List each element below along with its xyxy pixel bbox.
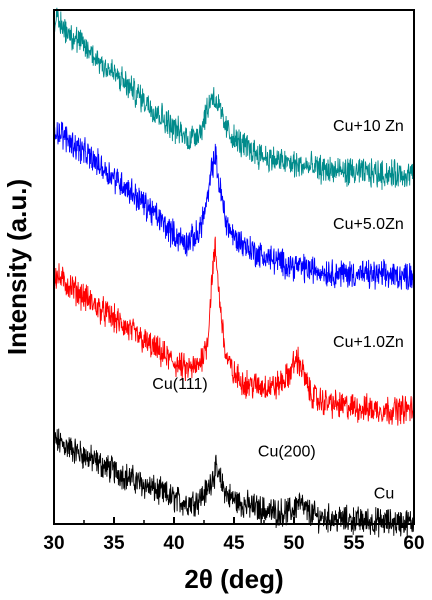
x-tick-label: 30 [43,533,64,554]
series-line-3 [53,7,415,190]
series-line-2 [53,121,415,291]
x-tick-label: 55 [343,533,365,554]
x-tick-label: 45 [223,533,245,554]
ticks-layer: 30 35 40 45 50 55 60 [43,517,425,554]
x-tick-label: 60 [403,533,424,554]
x-axis-title: 2θ (deg) [184,564,283,594]
annotations: Cu+10 Zn Cu+5.0Zn Cu+1.0Zn Cu Cu(111) Cu(200) [152,118,403,503]
annotation-label: Cu+5.0Zn [333,216,404,233]
annotation-label: Cu(200) [258,444,316,461]
annotation-label: Cu [374,486,394,503]
series-layer [53,7,415,538]
x-tick-label: 50 [283,533,304,554]
y-axis-title: Intensity (a.u.) [2,179,32,355]
series-line-1 [53,236,415,426]
annotation-label: Cu(111) [152,376,207,393]
x-tick-label: 40 [163,533,184,554]
annotation-label: Cu+1.0Zn [333,334,404,351]
x-tick-label: 35 [103,533,125,554]
annotation-label: Cu+10 Zn [333,118,404,135]
